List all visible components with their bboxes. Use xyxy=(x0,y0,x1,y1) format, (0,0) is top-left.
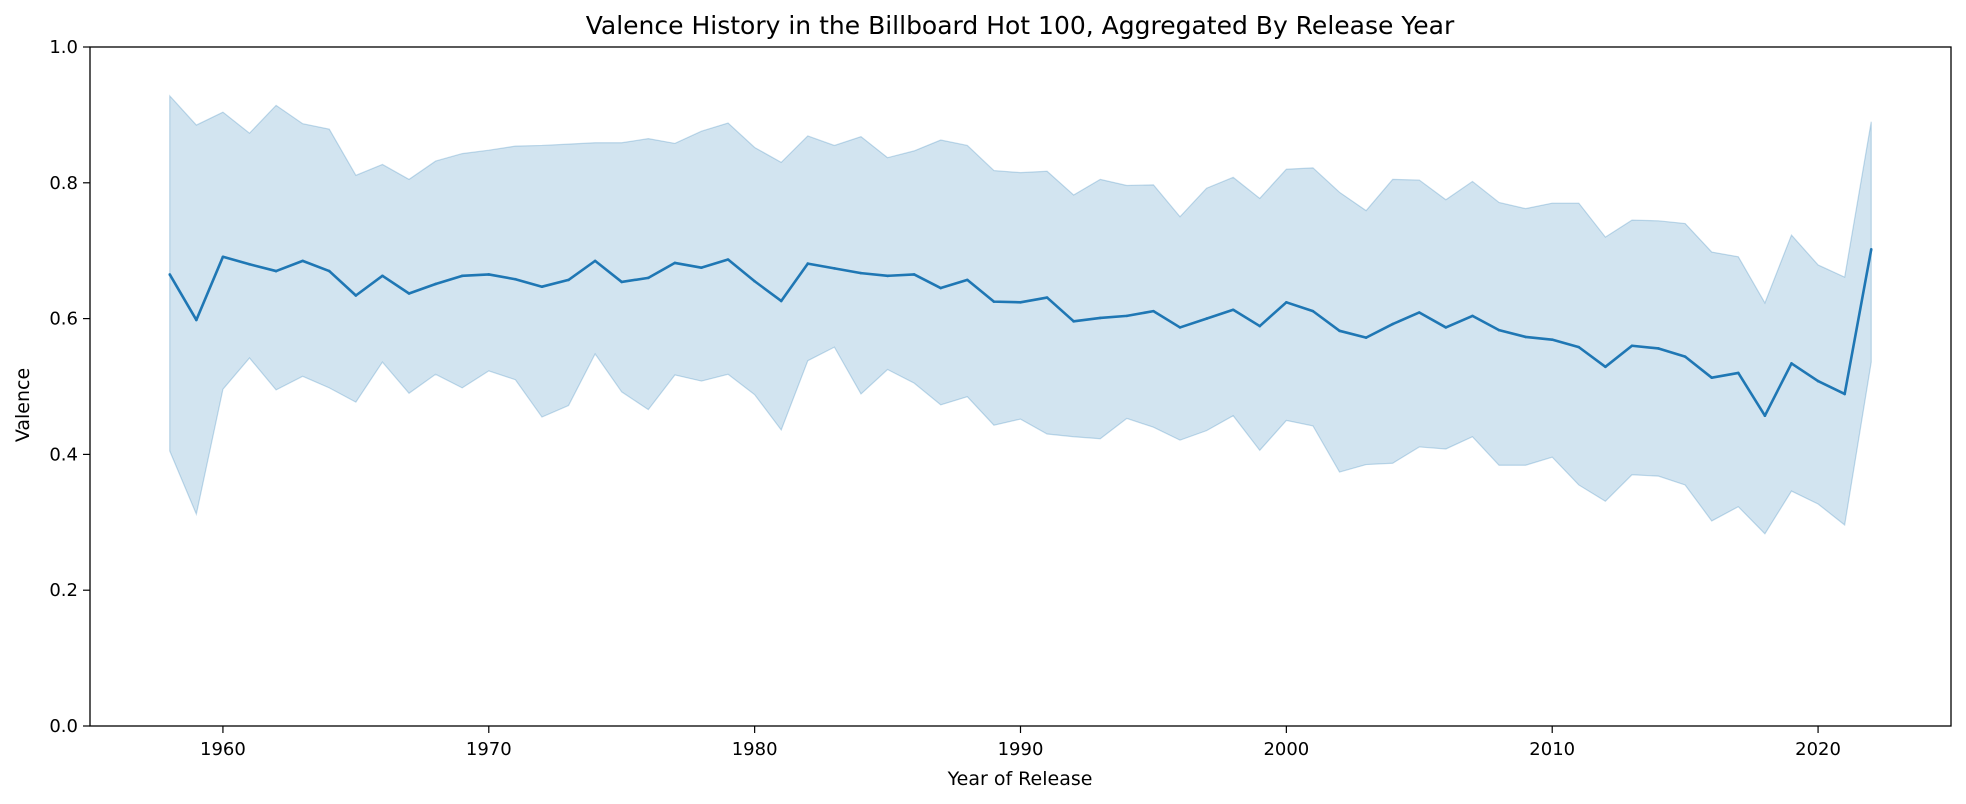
data-point xyxy=(514,277,517,281)
data-point xyxy=(434,282,437,286)
chart-title: Valence History in the Billboard Hot 100… xyxy=(586,11,1455,40)
y-axis-ticks: 0.0 0.2 0.4 0.6 0.8 1.0 xyxy=(49,37,90,737)
data-point xyxy=(1231,308,1235,312)
data-point xyxy=(1816,379,1820,383)
data-point xyxy=(1178,326,1182,329)
data-point xyxy=(939,286,943,290)
x-tick-label: 2000 xyxy=(1263,739,1309,760)
data-point xyxy=(1763,414,1767,418)
x-axis-label: Year of Release xyxy=(947,768,1093,790)
data-point xyxy=(726,258,730,261)
data-point xyxy=(1737,371,1740,375)
data-point xyxy=(221,255,225,259)
confidence-band xyxy=(169,94,1872,535)
data-point xyxy=(407,292,411,295)
data-point xyxy=(1657,347,1660,350)
data-point xyxy=(274,269,278,273)
data-point xyxy=(779,299,783,303)
y-tick-label: 0.0 xyxy=(49,716,78,737)
data-point xyxy=(859,271,863,275)
data-point xyxy=(806,262,810,265)
data-point xyxy=(1311,309,1315,313)
x-tick-label: 1960 xyxy=(200,739,246,760)
data-point xyxy=(1444,326,1448,329)
data-point xyxy=(381,274,384,278)
y-tick-label: 1.0 xyxy=(49,37,78,58)
y-tick-label: 0.2 xyxy=(49,580,78,601)
data-point xyxy=(1045,296,1049,299)
data-point xyxy=(992,300,996,303)
data-point xyxy=(1710,376,1714,379)
data-point xyxy=(1285,301,1288,304)
data-point xyxy=(1125,314,1129,318)
data-point xyxy=(1790,362,1793,365)
data-point xyxy=(833,267,836,270)
data-point xyxy=(168,273,172,276)
data-point xyxy=(1577,345,1581,349)
data-point xyxy=(620,280,624,284)
data-point xyxy=(966,278,969,282)
data-point xyxy=(1417,311,1421,314)
data-point xyxy=(354,294,358,297)
data-point xyxy=(1683,355,1687,358)
y-tick-label: 0.6 xyxy=(49,309,78,330)
data-point xyxy=(248,262,251,266)
plot-area xyxy=(168,94,1873,535)
data-point xyxy=(1152,309,1155,313)
data-point xyxy=(1258,324,1262,328)
data-point xyxy=(647,276,650,280)
data-point xyxy=(673,261,677,265)
data-point xyxy=(886,274,889,278)
x-tick-label: 1970 xyxy=(466,739,512,760)
data-point xyxy=(1338,329,1341,333)
y-axis-label: Valence xyxy=(12,368,34,442)
data-point xyxy=(487,273,491,276)
data-point xyxy=(1364,336,1368,339)
y-tick-label: 0.4 xyxy=(49,444,78,465)
data-point xyxy=(912,273,916,276)
x-tick-label: 2020 xyxy=(1795,739,1841,760)
data-point xyxy=(1604,365,1607,369)
data-point xyxy=(1072,320,1075,323)
data-point xyxy=(327,269,331,273)
data-point xyxy=(1471,314,1474,318)
y-tick-label: 0.8 xyxy=(49,173,78,194)
x-tick-label: 2010 xyxy=(1529,739,1575,760)
data-point xyxy=(1630,344,1634,348)
data-point xyxy=(1205,317,1208,320)
data-point xyxy=(1098,316,1102,320)
data-point xyxy=(540,285,544,288)
x-tick-label: 1980 xyxy=(732,739,778,760)
data-point xyxy=(301,259,304,263)
data-point xyxy=(700,266,703,269)
data-point xyxy=(567,278,570,282)
data-point xyxy=(1524,335,1527,339)
data-point xyxy=(1391,322,1394,326)
data-point xyxy=(1497,328,1501,332)
data-point xyxy=(1019,301,1022,304)
data-point xyxy=(195,318,198,322)
data-point xyxy=(1843,392,1846,396)
x-axis-ticks: 1960 1970 1980 1990 2000 2010 2020 xyxy=(200,726,1841,760)
data-point xyxy=(1550,338,1554,341)
data-point xyxy=(460,274,464,278)
data-point xyxy=(593,259,597,263)
data-point xyxy=(753,279,756,283)
x-tick-label: 1990 xyxy=(998,739,1044,760)
data-point xyxy=(1869,248,1873,251)
